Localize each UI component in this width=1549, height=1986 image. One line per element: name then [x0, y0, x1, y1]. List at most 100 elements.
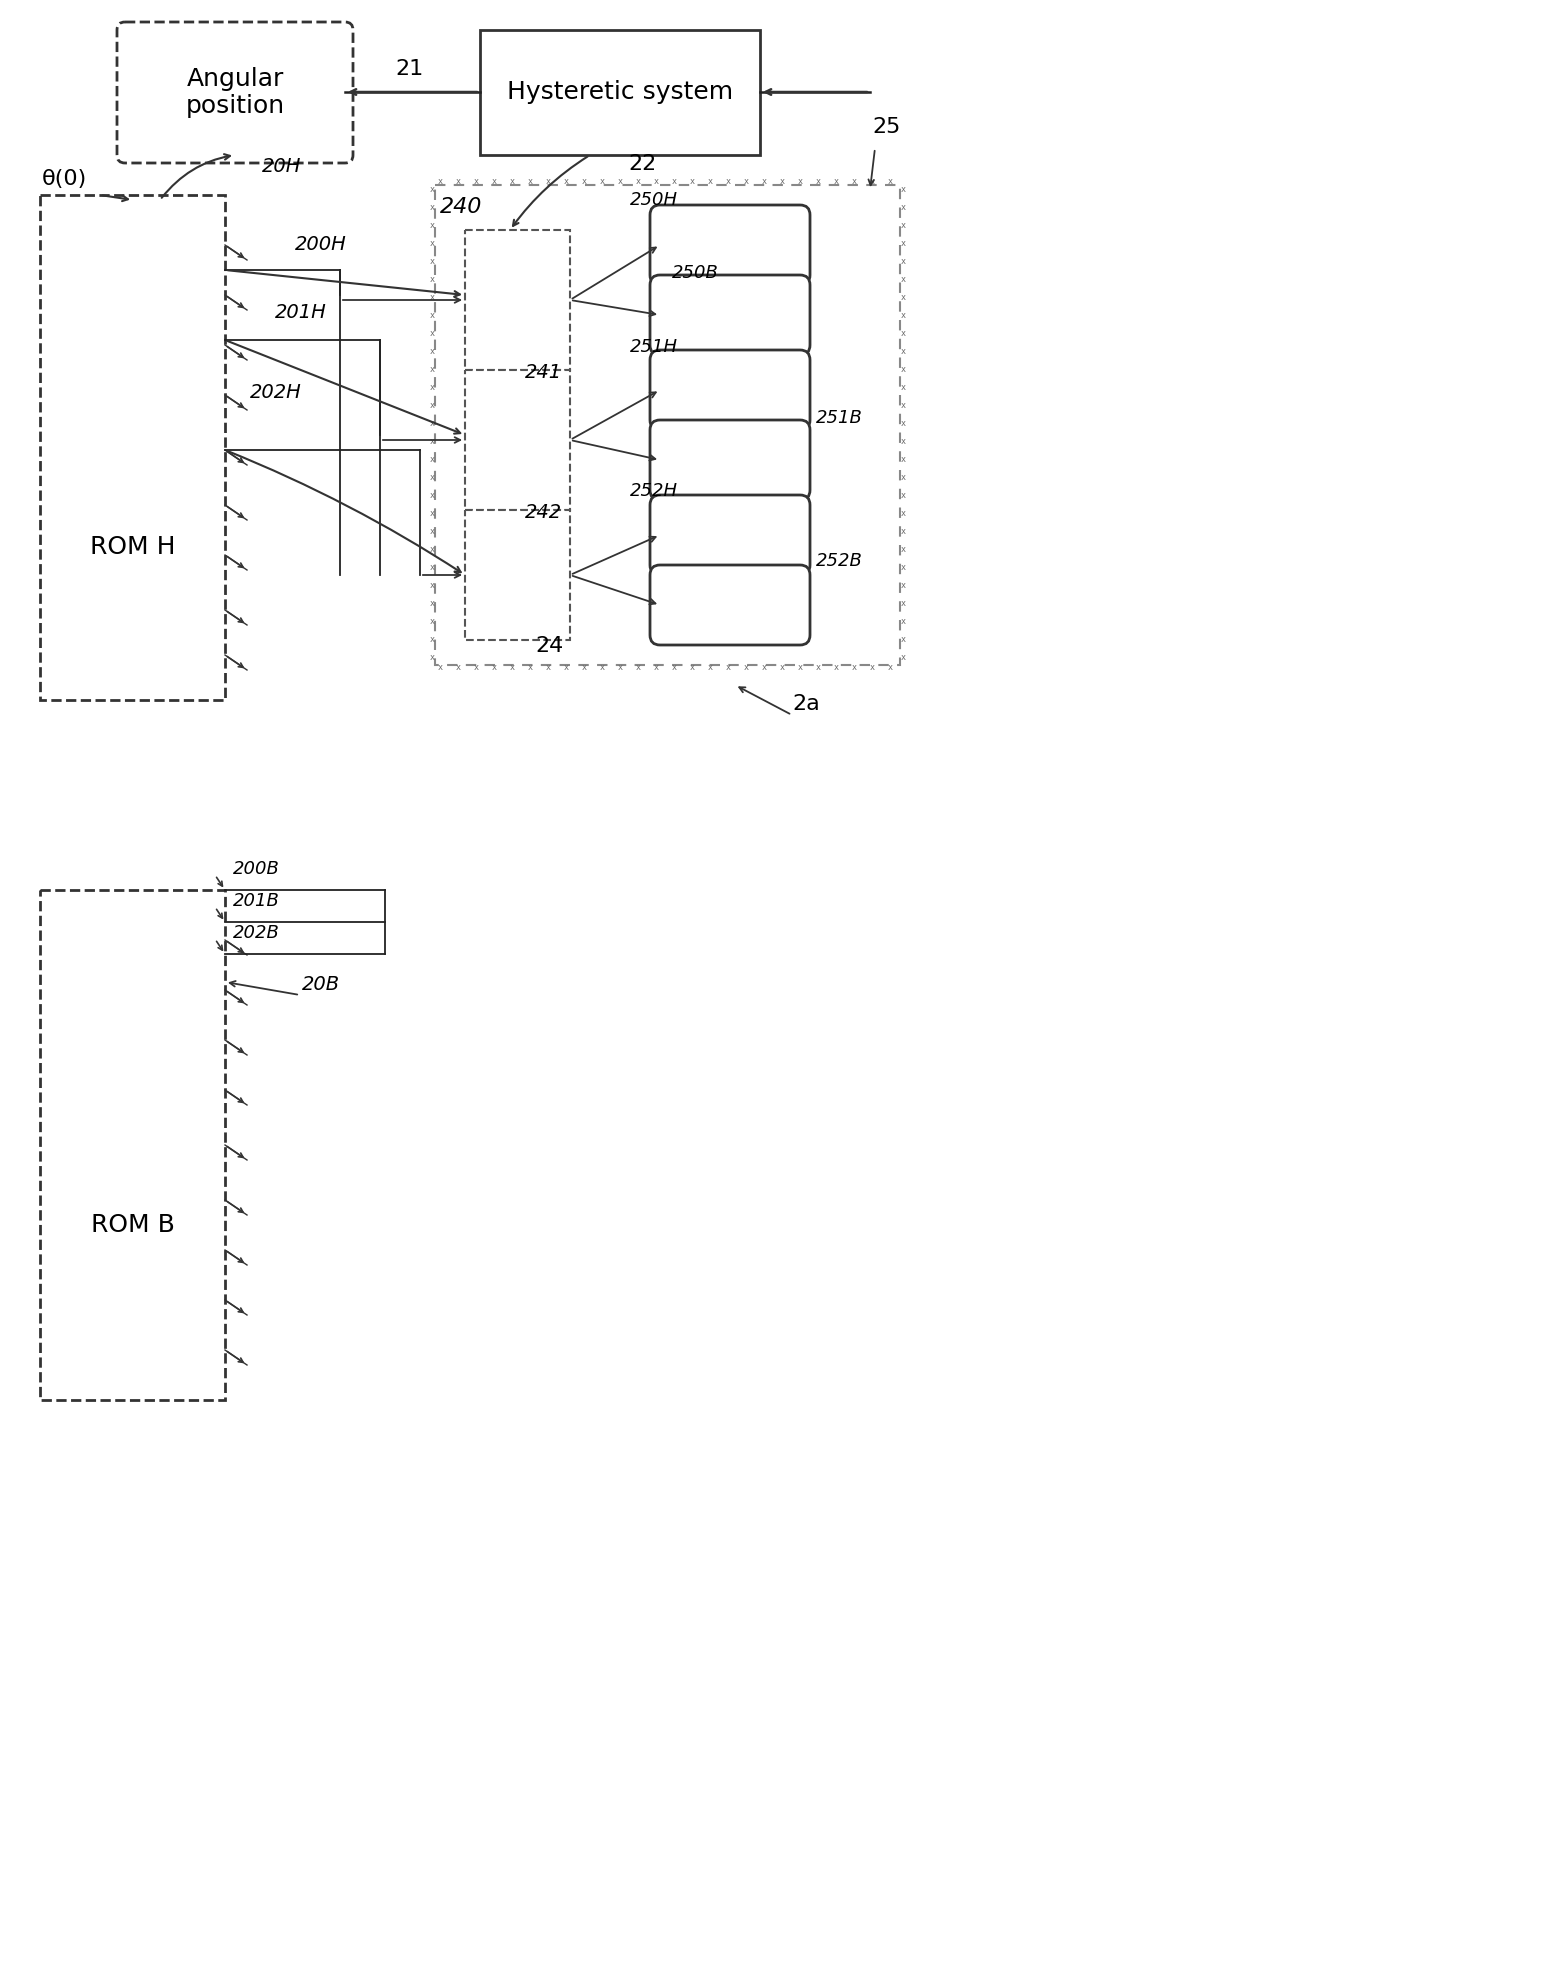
Text: x: x	[491, 663, 497, 673]
Text: x: x	[900, 258, 906, 266]
Text: x: x	[900, 600, 906, 608]
Text: 201H: 201H	[276, 304, 327, 322]
Text: x: x	[429, 473, 435, 483]
Text: x: x	[429, 437, 435, 447]
Text: 250H: 250H	[630, 191, 678, 209]
Text: x: x	[429, 258, 435, 266]
Text: x: x	[888, 177, 892, 187]
Text: x: x	[510, 177, 514, 187]
FancyBboxPatch shape	[651, 274, 810, 355]
Text: 242: 242	[525, 502, 562, 522]
Text: 20B: 20B	[302, 975, 341, 995]
Text: x: x	[635, 663, 640, 673]
Text: x: x	[429, 618, 435, 626]
Text: x: x	[798, 663, 802, 673]
Bar	[40, 195, 225, 699]
Text: x: x	[429, 528, 435, 536]
Text: x: x	[900, 240, 906, 248]
Text: x: x	[852, 663, 857, 673]
Text: x: x	[672, 663, 677, 673]
Text: ROM H: ROM H	[90, 536, 175, 560]
Text: x: x	[429, 185, 435, 195]
Text: x: x	[654, 177, 658, 187]
Text: 251B: 251B	[816, 409, 863, 427]
Text: 240: 240	[440, 197, 482, 216]
Text: x: x	[429, 510, 435, 518]
FancyBboxPatch shape	[651, 495, 810, 576]
Text: x: x	[455, 663, 460, 673]
Text: x: x	[744, 663, 748, 673]
Text: x: x	[900, 491, 906, 500]
Text: x: x	[900, 294, 906, 302]
Text: 202H: 202H	[249, 383, 302, 401]
FancyBboxPatch shape	[651, 205, 810, 286]
Text: x: x	[635, 177, 640, 187]
Bar	[40, 890, 225, 1400]
Text: x: x	[437, 177, 443, 187]
Text: x: x	[545, 663, 550, 673]
Text: x: x	[429, 294, 435, 302]
Text: 202B: 202B	[232, 923, 280, 941]
Text: x: x	[429, 564, 435, 572]
Bar	[465, 230, 570, 369]
Text: 22: 22	[627, 155, 657, 175]
Text: 201B: 201B	[232, 892, 280, 910]
Text: x: x	[815, 177, 821, 187]
Text: 250B: 250B	[672, 264, 719, 282]
Bar	[465, 369, 570, 510]
Text: x: x	[900, 203, 906, 213]
Text: x: x	[900, 365, 906, 375]
Text: x: x	[429, 365, 435, 375]
FancyBboxPatch shape	[118, 22, 353, 163]
Text: x: x	[852, 177, 857, 187]
Text: x: x	[429, 383, 435, 393]
Text: x: x	[455, 177, 460, 187]
Text: x: x	[900, 312, 906, 320]
Text: x: x	[689, 177, 694, 187]
Text: x: x	[762, 177, 767, 187]
Text: x: x	[429, 312, 435, 320]
Text: x: x	[762, 663, 767, 673]
Text: 25: 25	[872, 117, 900, 137]
Text: x: x	[708, 663, 713, 673]
Text: x: x	[869, 177, 875, 187]
Text: x: x	[474, 663, 479, 673]
Text: x: x	[564, 663, 568, 673]
Text: x: x	[900, 330, 906, 338]
Text: x: x	[689, 663, 694, 673]
Text: x: x	[491, 177, 497, 187]
Text: x: x	[900, 473, 906, 483]
Text: x: x	[900, 653, 906, 663]
Text: x: x	[779, 663, 784, 673]
Text: x: x	[429, 222, 435, 230]
Text: x: x	[429, 348, 435, 357]
Text: 241: 241	[525, 363, 562, 381]
Text: x: x	[429, 401, 435, 411]
Text: 2a: 2a	[792, 693, 819, 715]
Text: x: x	[900, 510, 906, 518]
Text: 200H: 200H	[294, 234, 347, 254]
Text: x: x	[429, 582, 435, 590]
Text: x: x	[900, 636, 906, 645]
Text: θ(0): θ(0)	[42, 169, 87, 189]
Text: 24: 24	[534, 636, 564, 655]
Text: x: x	[618, 663, 623, 673]
Text: x: x	[599, 663, 604, 673]
FancyBboxPatch shape	[651, 564, 810, 645]
Text: x: x	[708, 177, 713, 187]
Text: x: x	[900, 582, 906, 590]
FancyBboxPatch shape	[651, 350, 810, 431]
Text: x: x	[437, 663, 443, 673]
Text: x: x	[528, 177, 533, 187]
Bar	[435, 185, 900, 665]
Text: x: x	[900, 564, 906, 572]
Text: x: x	[779, 177, 784, 187]
Text: Hysteretic system: Hysteretic system	[507, 81, 733, 105]
Text: x: x	[900, 222, 906, 230]
Text: x: x	[900, 419, 906, 429]
Text: x: x	[429, 600, 435, 608]
Text: x: x	[744, 177, 748, 187]
Text: x: x	[429, 419, 435, 429]
Text: x: x	[900, 276, 906, 284]
Text: x: x	[581, 177, 587, 187]
